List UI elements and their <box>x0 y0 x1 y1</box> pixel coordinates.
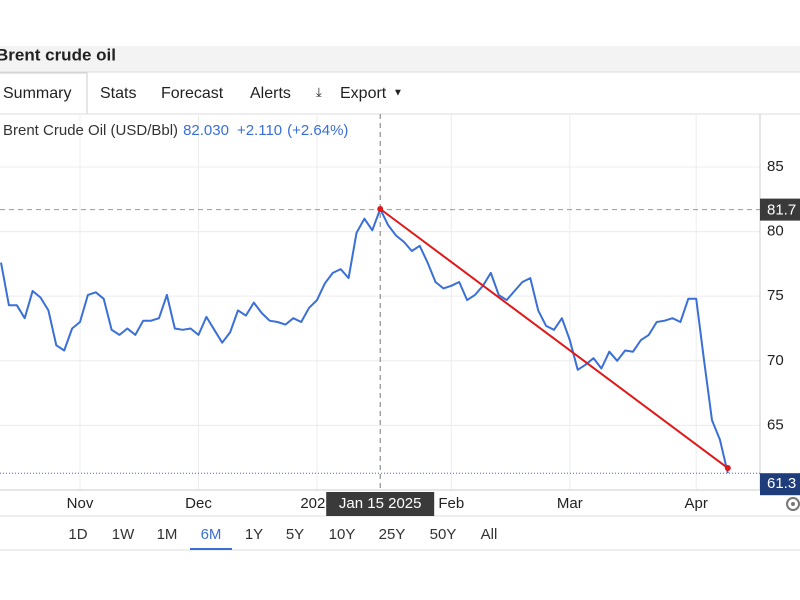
crosshair-value-box <box>760 198 800 221</box>
period-button[interactable]: 1D <box>68 526 87 543</box>
y-tick-label: 85 <box>767 158 784 175</box>
y-tick-label: 80 <box>767 223 784 240</box>
last-price-label: 61.3 <box>767 475 796 492</box>
y-tick-label: 70 <box>767 352 784 369</box>
title-bar <box>0 46 800 72</box>
active-tab <box>0 72 88 115</box>
price-line <box>0 208 729 474</box>
x-tick-label: 2025 <box>300 495 333 512</box>
period-button[interactable]: 1W <box>112 526 135 543</box>
page-title: Brent crude oil <box>0 45 116 64</box>
period-button[interactable]: 6M <box>201 526 222 543</box>
trendline <box>379 208 729 469</box>
x-tick-label: Dec <box>185 495 212 512</box>
y-tick-label: 65 <box>767 416 784 433</box>
period-button[interactable]: 25Y <box>379 526 406 543</box>
trendline-handle <box>377 205 384 212</box>
tab[interactable]: Summary <box>3 85 71 102</box>
last-price-box <box>760 473 800 496</box>
y-tick-label: 75 <box>767 287 784 304</box>
x-tick-label: Feb <box>438 495 464 512</box>
x-tick-label: Mar <box>557 495 583 512</box>
legend-part: 82.030 <box>183 122 229 139</box>
tab[interactable]: Export <box>340 85 387 102</box>
x-tick-label: Nov <box>67 495 94 512</box>
period-button[interactable]: 1M <box>157 526 178 543</box>
period-button[interactable]: 10Y <box>329 526 356 543</box>
legend-part: (+2.64%) <box>287 122 348 139</box>
period-button[interactable]: 5Y <box>286 526 304 543</box>
tab[interactable]: Alerts <box>250 85 291 102</box>
legend: Brent Crude Oil (USD/Bbl) 82.030 +2.110 (+2… <box>3 122 348 139</box>
trendline-handle <box>724 465 731 472</box>
crosshair-value-label: 81.7 <box>767 202 796 219</box>
legend-part: Brent Crude Oil (USD/Bbl) <box>3 122 178 139</box>
settings-icon[interactable] <box>786 497 800 511</box>
tab[interactable]: Forecast <box>161 85 224 102</box>
tab[interactable]: Stats <box>100 85 136 102</box>
period-button[interactable]: 50Y <box>430 526 457 543</box>
crosshair-date-box <box>326 492 435 516</box>
period-button[interactable]: 1Y <box>245 526 263 543</box>
x-tick-label: Apr <box>685 495 708 512</box>
period-button[interactable]: All <box>481 526 498 543</box>
legend-part: +2.110 <box>237 122 282 139</box>
export-icon: ⤓ <box>316 84 322 99</box>
dropdown-caret: ▼ <box>393 88 403 99</box>
crosshair-date-label: Jan 15 2025 <box>339 495 422 512</box>
